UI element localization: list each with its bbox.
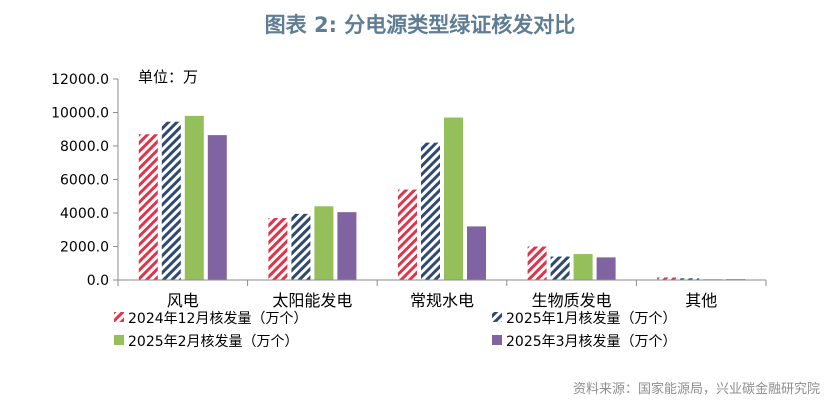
legend-swatch-3 xyxy=(114,335,124,345)
chart-title: 图表 2: 分电源类型绿证核发对比 xyxy=(265,13,576,37)
source-note: 资料来源：国家能源局，兴业碳金融研究院 xyxy=(573,381,820,397)
legend: 2024年12月核发量（万个） 2025年1月核发量（万个） 2025年2月核发量（… xyxy=(114,311,677,350)
legend-label-1: 2024年12月核发量（万个） xyxy=(128,311,307,327)
x-category-label: 其他 xyxy=(685,291,717,310)
bar-series-3 xyxy=(314,206,334,280)
bars-group xyxy=(138,115,746,281)
bar-series-4 xyxy=(467,226,486,280)
bar-series-1 xyxy=(657,277,677,280)
y-tick-label: 6000.0 xyxy=(60,173,109,189)
bar-series-2 xyxy=(291,213,311,280)
unit-label: 单位：万 xyxy=(138,68,198,86)
bar-series-2 xyxy=(161,121,181,281)
legend-label-2: 2025年1月核发量（万个） xyxy=(506,311,677,327)
x-category-label: 常规水电 xyxy=(410,291,474,310)
bar-series-1 xyxy=(527,246,547,280)
x-category-label: 生物质发电 xyxy=(532,291,612,310)
bar-series-2 xyxy=(550,256,570,280)
x-category-label: 风电 xyxy=(167,291,199,310)
bar-series-1 xyxy=(138,134,158,280)
y-tick-label: 8000.0 xyxy=(60,139,109,155)
y-tick-label: 4000.0 xyxy=(60,206,109,222)
bar-series-3 xyxy=(573,254,593,280)
legend-swatch-2 xyxy=(492,312,502,322)
x-axis: 风电 太阳能发电 常规水电 生物质发电 其他 xyxy=(117,279,767,310)
y-tick-label: 2000.0 xyxy=(60,240,109,256)
y-tick-label: 12000.0 xyxy=(51,72,109,88)
bar-series-3 xyxy=(444,117,463,281)
x-category-label: 太阳能发电 xyxy=(272,291,352,310)
bar-series-1 xyxy=(268,218,288,280)
bar-series-2 xyxy=(421,142,440,280)
bar-series-2 xyxy=(680,278,700,280)
y-tick-label: 10000.0 xyxy=(51,106,109,122)
legend-label-4: 2025年3月核发量（万个） xyxy=(506,334,677,350)
bar-series-3 xyxy=(184,115,204,280)
y-axis: 0.0 2000.0 4000.0 6000.0 8000.0 10000.0 12000.… xyxy=(51,72,119,289)
bar-series-1 xyxy=(398,189,417,280)
bar-series-4 xyxy=(596,257,616,280)
legend-swatch-1 xyxy=(114,312,124,322)
bar-series-4 xyxy=(337,212,357,280)
legend-swatch-4 xyxy=(492,335,502,345)
legend-label-3: 2025年2月核发量（万个） xyxy=(128,334,299,350)
y-tick-label: 0.0 xyxy=(87,273,109,289)
bar-series-4 xyxy=(207,135,227,280)
